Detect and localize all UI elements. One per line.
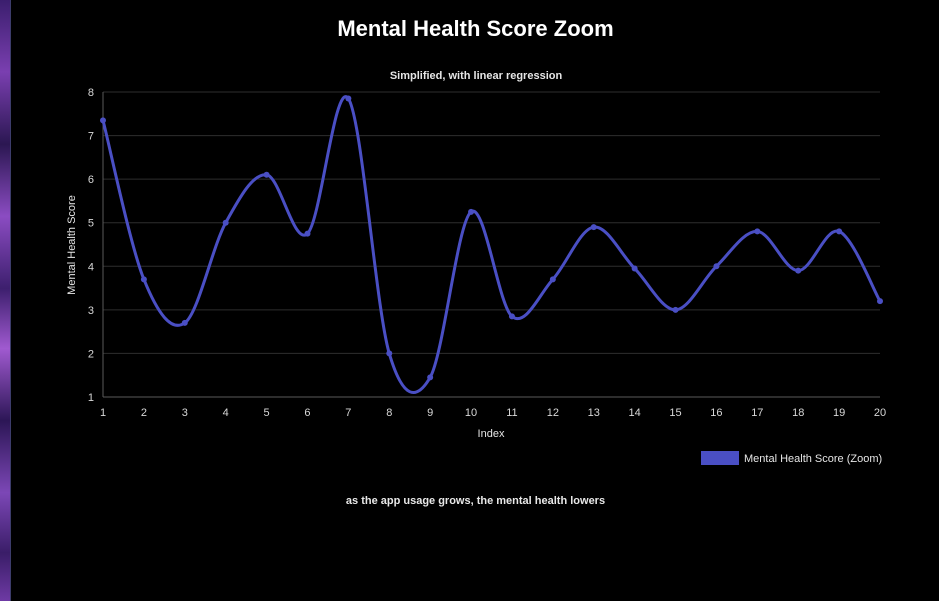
- data-point[interactable]: [263, 171, 270, 178]
- legend-label: Mental Health Score (Zoom): [744, 453, 882, 465]
- data-point[interactable]: [549, 276, 556, 283]
- data-point[interactable]: [713, 263, 720, 270]
- data-point[interactable]: [795, 267, 802, 274]
- data-point[interactable]: [877, 298, 883, 305]
- legend[interactable]: Mental Health Score (Zoom): [701, 451, 882, 465]
- y-tick-label: 7: [88, 131, 94, 143]
- y-axis-ticks: 1 2 3 4 5 6 7 8: [88, 87, 94, 404]
- data-point[interactable]: [468, 208, 475, 215]
- x-tick-label: 15: [669, 407, 681, 419]
- data-point[interactable]: [754, 228, 761, 235]
- x-tick-label: 12: [547, 407, 559, 419]
- x-tick-label: 6: [304, 407, 310, 419]
- x-tick-label: 7: [345, 407, 351, 419]
- x-tick-label: 4: [223, 407, 229, 419]
- x-tick-label: 16: [710, 407, 722, 419]
- x-tick-label: 19: [833, 407, 845, 419]
- data-point[interactable]: [508, 313, 515, 320]
- y-tick-label: 3: [88, 305, 94, 317]
- x-tick-label: 20: [874, 407, 886, 419]
- data-points: [100, 95, 883, 381]
- series-line: [101, 95, 882, 395]
- data-point[interactable]: [836, 228, 843, 235]
- data-point[interactable]: [181, 319, 188, 326]
- y-tick-label: 2: [88, 348, 94, 360]
- y-tick-label: 8: [88, 87, 94, 99]
- x-tick-label: 3: [182, 407, 188, 419]
- x-axis-ticks: 1 2 3 4 5 6 7 8 9 10 11 12 13 14 15 16 17 18 19 20: [100, 407, 886, 419]
- x-tick-label: 2: [141, 407, 147, 419]
- x-tick-label: 17: [751, 407, 763, 419]
- data-point[interactable]: [222, 219, 229, 226]
- data-point[interactable]: [304, 230, 311, 237]
- y-tick-label: 1: [88, 392, 94, 404]
- data-point[interactable]: [631, 265, 638, 272]
- data-point[interactable]: [672, 306, 679, 313]
- x-axis-label: Index: [478, 428, 505, 440]
- data-point[interactable]: [590, 224, 597, 231]
- x-tick-label: 9: [427, 407, 433, 419]
- data-point[interactable]: [345, 95, 352, 102]
- page-title: Mental Health Score Zoom: [337, 16, 614, 41]
- y-tick-label: 6: [88, 174, 94, 186]
- x-tick-label: 1: [100, 407, 106, 419]
- chart-subtitle: Simplified, with linear regression: [390, 70, 563, 82]
- y-axis-label: Mental Health Score: [66, 195, 78, 295]
- x-tick-label: 18: [792, 407, 804, 419]
- legend-swatch: [701, 451, 739, 465]
- x-tick-label: 13: [588, 407, 600, 419]
- chart-footnote: as the app usage grows, the mental healt…: [345, 495, 606, 507]
- left-decorative-strip: [0, 0, 11, 601]
- series-layer: [101, 95, 882, 395]
- x-tick-label: 5: [264, 407, 270, 419]
- y-tick-label: 5: [88, 218, 94, 230]
- x-tick-label: 11: [506, 407, 517, 419]
- data-point[interactable]: [427, 374, 434, 381]
- data-point[interactable]: [140, 276, 147, 283]
- data-point[interactable]: [386, 350, 393, 357]
- x-tick-label: 8: [386, 407, 392, 419]
- grid-lines: [102, 91, 880, 398]
- x-tick-label: 14: [629, 407, 641, 419]
- data-point[interactable]: [100, 117, 106, 124]
- y-tick-label: 4: [88, 261, 94, 273]
- x-tick-label: 10: [465, 407, 477, 419]
